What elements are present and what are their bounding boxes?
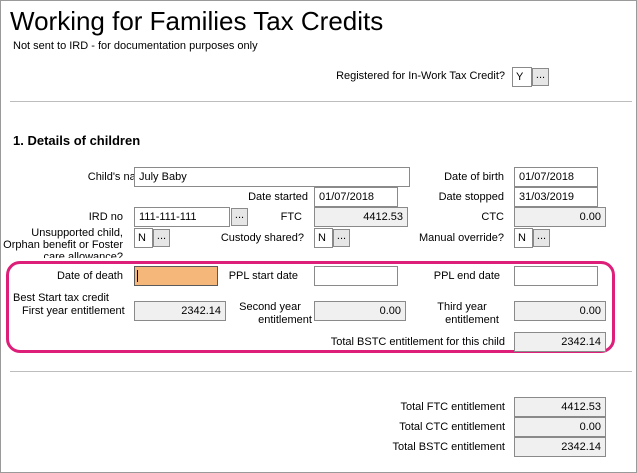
unsupported-child-label: Unsupported child, Orphan benefit or Fos…	[3, 227, 123, 258]
third-year-value: 0.00	[514, 301, 606, 321]
ppl-end-date-input[interactable]	[514, 266, 598, 286]
ppl-start-date-input[interactable]	[314, 266, 398, 286]
registered-lookup-button[interactable]: ...	[532, 68, 549, 86]
custody-shared-lookup-button[interactable]: ...	[333, 229, 350, 247]
registered-label: Registered for In-Work Tax Credit?	[336, 70, 505, 82]
ppl-end-date-label: PPL end date	[433, 270, 500, 282]
bstc-highlight	[6, 261, 615, 353]
divider	[10, 101, 632, 102]
total-bstc-value: 2342.14	[514, 437, 606, 457]
date-of-birth-label: Date of birth	[444, 171, 504, 183]
date-of-death-label: Date of death	[56, 270, 123, 282]
ppl-start-date-label: PPL start date	[228, 270, 298, 282]
total-ctc-value: 0.00	[514, 417, 606, 437]
custody-shared-label: Custody shared?	[220, 232, 304, 244]
date-started-label: Date started	[248, 191, 308, 203]
first-year-value: 2342.14	[134, 301, 226, 321]
date-stopped-input[interactable]: 31/03/2019	[514, 187, 598, 207]
text-caret	[137, 270, 138, 282]
childs-name-label: Child's name	[87, 171, 151, 183]
first-year-label: First year entitlement	[22, 305, 125, 317]
date-of-death-input[interactable]	[134, 266, 218, 286]
second-year-label: Second year entitlement	[239, 301, 312, 326]
page-title: Working for Families Tax Credits	[10, 6, 384, 36]
manual-override-lookup-button[interactable]: ...	[533, 229, 550, 247]
page-subtitle: Not sent to IRD - for documentation purp…	[13, 40, 258, 52]
total-ftc-label: Total FTC entitlement	[400, 401, 505, 413]
unsupported-child-lookup-button[interactable]: ...	[153, 229, 170, 247]
bstc-heading: Best Start tax credit	[13, 292, 109, 304]
ctc-value: 0.00	[514, 207, 606, 227]
date-started-input[interactable]: 01/07/2018	[314, 187, 398, 207]
ftc-label: FTC	[280, 211, 302, 223]
childs-name-input[interactable]: July Baby	[134, 167, 410, 187]
total-bstc-child-value: 2342.14	[514, 332, 606, 352]
section-title: 1. Details of children	[13, 133, 141, 148]
total-ftc-value: 4412.53	[514, 397, 606, 417]
ird-no-label: IRD no	[88, 211, 123, 223]
registered-field[interactable]: Y	[512, 67, 532, 87]
second-year-value: 0.00	[314, 301, 406, 321]
manual-override-label: Manual override?	[419, 232, 504, 244]
ftc-value: 4412.53	[314, 207, 408, 227]
total-bstc-child-label: Total BSTC entitlement for this child	[330, 336, 505, 348]
divider	[10, 371, 632, 372]
ctc-label: CTC	[481, 211, 504, 223]
date-stopped-label: Date stopped	[438, 191, 504, 203]
date-of-birth-input[interactable]: 01/07/2018	[514, 167, 598, 187]
total-bstc-label: Total BSTC entitlement	[392, 441, 506, 453]
manual-override-field[interactable]: N	[514, 228, 533, 248]
third-year-label: Third year entitlement	[437, 301, 499, 326]
custody-shared-field[interactable]: N	[314, 228, 333, 248]
ird-lookup-button[interactable]: ...	[231, 208, 248, 226]
ird-no-input[interactable]: 111-111-111	[134, 207, 230, 227]
total-ctc-label: Total CTC entitlement	[399, 421, 505, 433]
unsupported-child-field[interactable]: N	[134, 228, 153, 248]
